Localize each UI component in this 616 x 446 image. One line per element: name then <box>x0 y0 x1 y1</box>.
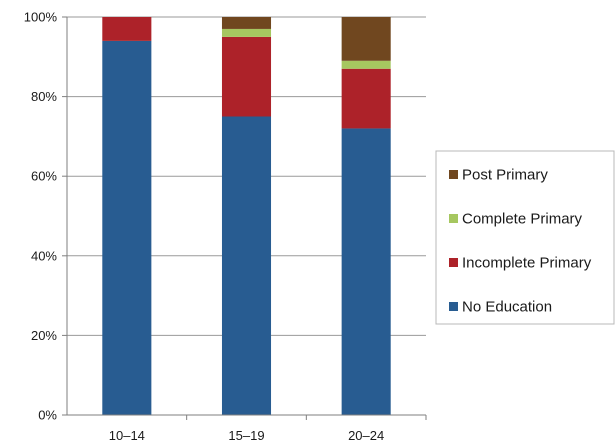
bar-segment <box>341 17 391 61</box>
bar-segment <box>341 60 391 69</box>
y-tick-label: 60% <box>31 169 57 184</box>
legend-label: Post Primary <box>462 167 548 184</box>
bar-segment <box>221 36 272 117</box>
bars <box>102 17 391 415</box>
bar-segment <box>341 68 391 129</box>
legend-swatch <box>449 170 458 179</box>
y-tick-label: 100% <box>24 10 58 25</box>
legend-item: No Education <box>449 299 552 316</box>
legend-item: Incomplete Primary <box>449 255 592 272</box>
bar-segment <box>102 40 152 415</box>
x-tick-label: 20–24 <box>348 428 384 443</box>
y-axis-ticks: 0% 20% 40% 60% 80% 100% <box>24 10 67 423</box>
legend-label: Complete Primary <box>462 211 583 228</box>
y-tick-label: 40% <box>31 248 57 263</box>
legend-swatch <box>449 258 458 267</box>
y-tick-label: 80% <box>31 89 57 104</box>
legend-label: No Education <box>462 299 552 316</box>
bar-segment <box>221 17 272 29</box>
legend-box <box>435 150 615 325</box>
bar-segment <box>341 128 391 415</box>
bar-segment <box>221 28 272 37</box>
legend: Post Primary Complete Primary Incomplete P… <box>435 150 615 325</box>
legend-swatch <box>449 302 458 311</box>
legend-label: Incomplete Primary <box>462 255 592 272</box>
y-tick-label: 20% <box>31 328 57 343</box>
legend-item: Complete Primary <box>449 211 583 228</box>
bar-segment <box>221 116 272 415</box>
x-axis-ticks: 10–14 15–19 20–24 <box>109 415 427 443</box>
legend-item: Post Primary <box>449 167 548 184</box>
x-tick-label: 10–14 <box>109 428 145 443</box>
x-tick-label: 15–19 <box>228 428 264 443</box>
bar-segment <box>102 17 152 41</box>
axes <box>66 17 426 416</box>
legend-swatch <box>449 214 458 223</box>
y-tick-label: 0% <box>38 408 57 423</box>
